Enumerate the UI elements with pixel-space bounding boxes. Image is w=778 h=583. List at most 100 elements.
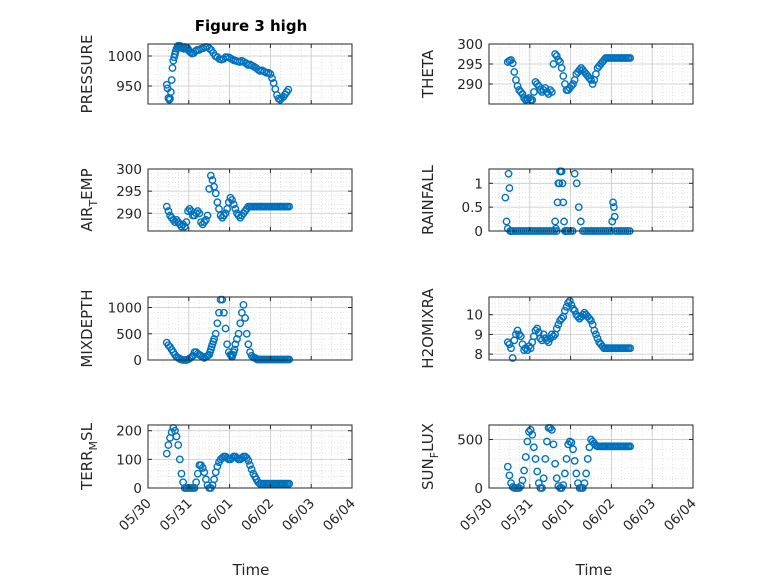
data-point <box>570 306 579 315</box>
data-point <box>591 330 600 339</box>
data-point <box>551 217 559 226</box>
y-tick-label: 0.5 <box>462 200 483 216</box>
data-point <box>284 85 293 94</box>
data-point <box>510 68 519 76</box>
data-point <box>268 74 276 83</box>
data-point <box>218 295 227 304</box>
y-tick-label: 0 <box>474 224 483 240</box>
data-point <box>172 432 181 441</box>
data-point <box>233 335 241 343</box>
data-point <box>200 468 209 477</box>
data-point <box>570 456 579 465</box>
y-tick-label: 9 <box>474 327 483 343</box>
data-point <box>285 202 294 211</box>
data-point <box>572 469 581 478</box>
data-point <box>504 169 513 178</box>
data-point <box>575 66 584 74</box>
data-point <box>505 340 514 349</box>
data-point <box>211 189 220 198</box>
data-point <box>560 469 569 478</box>
data-point <box>175 455 184 464</box>
data-point <box>520 466 528 475</box>
data-point <box>215 308 223 317</box>
data-point <box>580 479 589 488</box>
data-point <box>219 308 228 317</box>
data-point <box>244 340 253 349</box>
y-axis-label: PRESSURE <box>78 35 96 114</box>
data-point <box>521 453 530 461</box>
data-point <box>543 437 551 446</box>
data-point <box>576 217 585 226</box>
data-point <box>228 196 236 204</box>
data-point <box>578 310 587 319</box>
data-point <box>567 438 576 447</box>
panel-2: 290 295 300 THETA <box>419 37 694 105</box>
data-point <box>558 179 567 188</box>
data-point <box>570 169 579 178</box>
data-point <box>285 479 294 488</box>
data-point <box>168 64 177 72</box>
data-point <box>231 204 240 213</box>
y-tick-label: 100 <box>116 452 142 468</box>
data-point <box>593 334 602 343</box>
data-point <box>186 48 195 57</box>
data-point <box>162 80 171 89</box>
axes-box <box>147 168 353 232</box>
y-tick-label: 500 <box>457 433 483 449</box>
data-point <box>180 222 189 231</box>
data-point <box>192 478 201 487</box>
data-point <box>513 82 522 90</box>
data-point <box>587 316 595 325</box>
data-point <box>213 319 222 328</box>
data-point <box>516 88 525 96</box>
data-point <box>610 212 619 221</box>
y-tick-label: 1000 <box>108 301 142 317</box>
data-point <box>552 324 561 333</box>
data-point <box>582 469 591 478</box>
y-tick-label: 200 <box>116 424 142 440</box>
data-point <box>574 312 582 321</box>
data-point <box>567 300 576 309</box>
data-point <box>539 330 548 339</box>
data-point <box>221 324 230 333</box>
y-tick-label: 290 <box>457 77 483 93</box>
data-point <box>560 306 569 315</box>
y-tick-label: 295 <box>457 57 483 73</box>
data-point <box>202 216 210 224</box>
panel-6: 8 9 10 H2OMIXRA <box>419 288 694 369</box>
axes-box <box>147 43 353 105</box>
data-point <box>533 324 542 333</box>
data-point <box>164 207 173 215</box>
data-point <box>541 455 550 463</box>
data-point <box>285 355 294 364</box>
y-tick-label: 500 <box>116 327 142 343</box>
panel-3: 290 295 300 AIRTEMP <box>78 162 353 232</box>
y-axis-label: RAINFALL <box>419 164 437 235</box>
data-point <box>236 319 245 328</box>
data-point <box>231 340 240 349</box>
data-point <box>501 193 510 202</box>
data-point <box>567 82 576 90</box>
data-point <box>166 88 175 96</box>
y-tick-label: 950 <box>116 79 142 95</box>
data-point <box>505 471 514 480</box>
data-point <box>221 209 230 218</box>
data-point <box>544 338 553 347</box>
data-point <box>241 314 250 322</box>
data-point <box>549 440 558 449</box>
data-point <box>206 171 215 180</box>
data-point <box>572 179 581 188</box>
data-point <box>508 354 517 362</box>
data-point <box>554 56 563 64</box>
x-axis-label-right: Time <box>575 561 613 579</box>
data-point <box>559 72 568 80</box>
axes-box <box>488 43 694 105</box>
data-point <box>518 90 527 98</box>
data-point <box>554 320 563 329</box>
data-point <box>588 80 597 88</box>
data-point <box>211 329 220 338</box>
y-axis-label: THETA <box>419 49 437 99</box>
